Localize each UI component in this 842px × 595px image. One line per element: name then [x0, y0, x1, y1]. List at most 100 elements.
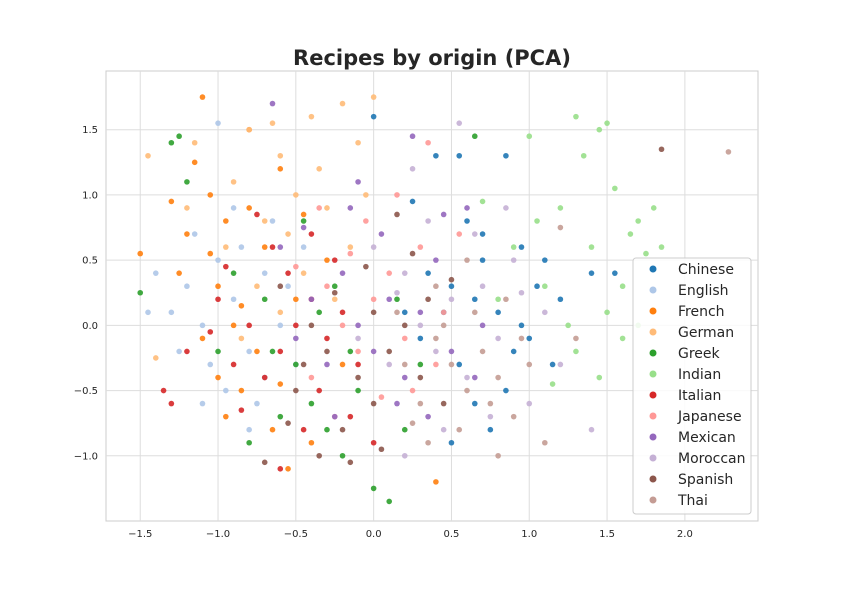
- data-point: [658, 244, 665, 250]
- data-point: [394, 211, 400, 218]
- data-point: [316, 387, 322, 394]
- data-point: [370, 439, 377, 446]
- data-point: [300, 211, 307, 218]
- x-tick-label: 2.0: [677, 529, 693, 540]
- data-point: [168, 198, 175, 205]
- data-point: [479, 348, 486, 355]
- data-point: [215, 120, 221, 126]
- data-point: [409, 387, 416, 394]
- data-point: [417, 309, 424, 316]
- data-point: [456, 426, 463, 433]
- legend-item: Italian: [649, 388, 721, 404]
- data-point: [293, 263, 299, 270]
- data-point: [277, 413, 284, 420]
- data-point: [300, 218, 307, 224]
- legend-label: Thai: [677, 493, 708, 509]
- x-tick-label: 1.0: [521, 529, 537, 540]
- data-point: [308, 439, 315, 446]
- data-point: [324, 426, 330, 433]
- data-point: [534, 283, 540, 290]
- data-point: [246, 126, 252, 133]
- legend-marker: [649, 391, 657, 399]
- data-point: [331, 257, 338, 263]
- data-point: [386, 296, 393, 303]
- data-point: [324, 335, 330, 342]
- data-point: [394, 192, 400, 198]
- data-point: [464, 374, 470, 381]
- series-indian: [479, 113, 665, 387]
- legend-label: Indian: [678, 367, 721, 383]
- data-point: [261, 218, 268, 224]
- data-point: [261, 270, 268, 276]
- data-point: [526, 335, 533, 342]
- axis-ticks: −1.5 −1.0 −0.5 0.0 0.5 1.0 1.5 2.0 −1.0 −0.5 0.0 0.…: [74, 125, 693, 540]
- data-point: [347, 348, 354, 355]
- data-point: [596, 126, 603, 133]
- data-point: [254, 400, 260, 407]
- data-point: [433, 257, 439, 263]
- legend-item: Mexican: [649, 430, 736, 446]
- data-point: [604, 309, 610, 316]
- data-point: [363, 192, 369, 198]
- data-point: [557, 361, 564, 368]
- data-point: [409, 133, 416, 140]
- data-point: [230, 361, 237, 368]
- legend-item: Greek: [649, 346, 721, 362]
- data-point: [254, 283, 260, 290]
- data-point: [145, 309, 151, 316]
- data-point: [464, 257, 470, 263]
- data-point: [269, 218, 276, 224]
- data-point: [191, 159, 198, 166]
- data-point: [261, 244, 268, 250]
- data-point: [658, 146, 665, 153]
- data-point: [487, 400, 494, 407]
- data-point: [580, 152, 587, 159]
- data-point: [612, 270, 618, 276]
- data-point: [526, 400, 533, 407]
- data-point: [331, 296, 338, 303]
- data-point: [479, 231, 486, 237]
- data-point: [448, 276, 455, 283]
- data-point: [386, 348, 393, 355]
- data-point: [355, 361, 361, 368]
- data-point: [230, 322, 237, 329]
- data-point: [386, 270, 393, 276]
- data-point: [370, 400, 377, 407]
- data-point: [238, 387, 245, 394]
- data-point: [479, 198, 486, 205]
- legend-marker: [649, 496, 657, 504]
- series-german: [145, 94, 377, 361]
- data-point: [331, 283, 338, 290]
- data-point: [285, 231, 291, 237]
- data-point: [331, 289, 338, 296]
- data-point: [261, 459, 268, 466]
- data-point: [456, 152, 463, 159]
- data-point: [207, 361, 214, 368]
- data-point: [339, 426, 346, 433]
- data-point: [285, 420, 291, 426]
- data-point: [347, 244, 354, 250]
- legend-label: Spanish: [678, 472, 733, 488]
- data-point: [401, 361, 408, 368]
- data-point: [223, 244, 229, 250]
- legend-marker: [649, 307, 657, 315]
- data-point: [448, 361, 455, 368]
- data-point: [355, 387, 361, 394]
- data-point: [215, 374, 221, 381]
- data-point: [277, 152, 284, 159]
- data-point: [355, 179, 361, 185]
- data-point: [293, 387, 299, 394]
- data-point: [293, 192, 299, 198]
- data-point: [300, 361, 307, 368]
- data-point: [557, 296, 564, 303]
- gridlines: [106, 71, 758, 521]
- data-point: [207, 192, 214, 198]
- data-point: [464, 205, 470, 211]
- data-point: [510, 257, 517, 263]
- data-point: [324, 348, 330, 355]
- data-point: [215, 283, 221, 290]
- data-point: [355, 322, 361, 329]
- x-tick-label: −1.0: [206, 529, 230, 540]
- data-point: [215, 257, 221, 263]
